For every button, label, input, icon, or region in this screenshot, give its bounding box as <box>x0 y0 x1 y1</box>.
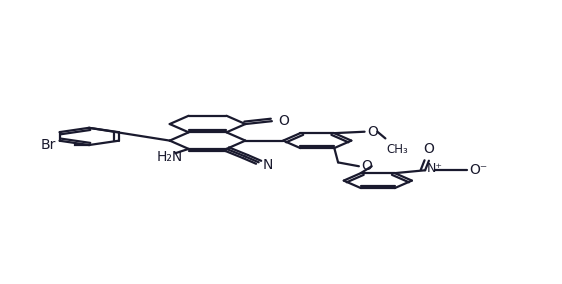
Text: O: O <box>423 142 434 156</box>
Text: O: O <box>368 125 378 139</box>
Text: H₂N: H₂N <box>157 150 183 164</box>
Text: N: N <box>263 158 274 172</box>
Text: CH₃: CH₃ <box>387 143 408 156</box>
Text: N⁺: N⁺ <box>427 162 443 176</box>
Text: O⁻: O⁻ <box>469 163 488 177</box>
Text: Br: Br <box>40 138 56 152</box>
Text: O: O <box>279 114 289 128</box>
Text: O: O <box>362 159 373 173</box>
